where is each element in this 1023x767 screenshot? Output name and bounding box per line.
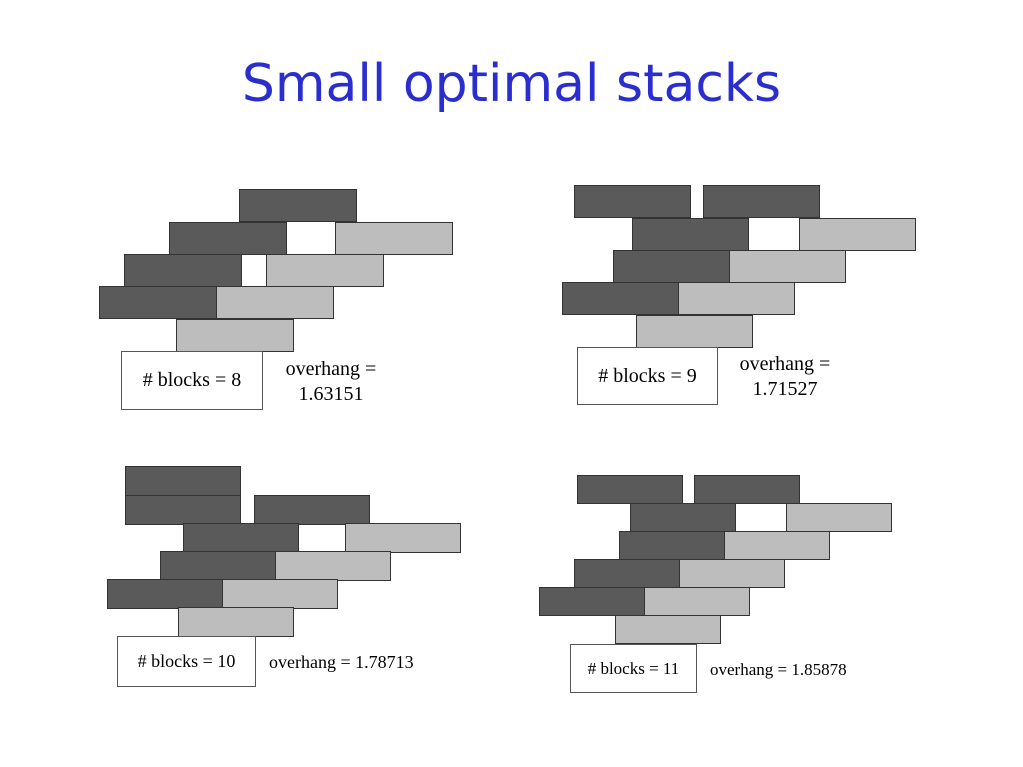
slide-title: Small optimal stacks	[241, 54, 782, 114]
block	[613, 250, 730, 283]
block-count-label: # blocks = 11	[570, 644, 697, 693]
block	[160, 551, 276, 581]
block	[254, 495, 370, 525]
overhang-caption: overhang =	[285, 358, 377, 380]
block	[124, 254, 242, 287]
block	[630, 503, 736, 532]
block	[574, 185, 691, 218]
block	[176, 319, 294, 352]
block	[183, 523, 299, 553]
block	[636, 315, 753, 348]
block	[539, 587, 645, 616]
block	[107, 579, 223, 609]
block	[703, 185, 820, 218]
overhang-label: overhang = 1.63151	[275, 357, 387, 407]
overhang-caption: overhang =	[739, 353, 831, 375]
block	[574, 559, 680, 588]
block	[222, 579, 338, 609]
overhang-label: overhang = 1.71527	[729, 352, 841, 402]
block	[678, 282, 795, 315]
block	[178, 607, 294, 637]
block	[562, 282, 679, 315]
block-count-label: # blocks = 9	[577, 347, 718, 405]
block	[125, 495, 241, 525]
block	[724, 531, 830, 560]
block-count-label: # blocks = 8	[121, 351, 263, 410]
overhang-label: overhang = 1.78713	[269, 652, 414, 672]
block	[729, 250, 846, 283]
block	[125, 466, 241, 496]
block	[694, 475, 800, 504]
overhang-value: 1.63151	[298, 383, 364, 405]
block	[786, 503, 892, 532]
block-count-label: # blocks = 10	[117, 636, 256, 687]
block	[577, 475, 683, 504]
block	[335, 222, 453, 255]
block	[799, 218, 916, 251]
block	[275, 551, 391, 581]
block	[679, 559, 785, 588]
block	[615, 615, 721, 644]
block	[619, 531, 725, 560]
block	[216, 286, 334, 319]
block	[345, 523, 461, 553]
block	[644, 587, 750, 616]
block	[632, 218, 749, 251]
block	[266, 254, 384, 287]
block	[239, 189, 357, 222]
block	[99, 286, 217, 319]
block	[169, 222, 287, 255]
overhang-value: 1.71527	[752, 378, 818, 400]
overhang-label: overhang = 1.85878	[710, 660, 847, 679]
